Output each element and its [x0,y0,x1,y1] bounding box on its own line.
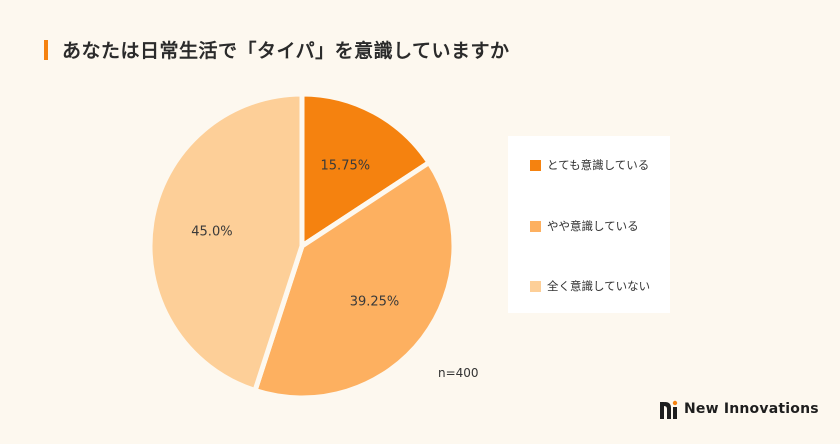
chart-title: あなたは日常生活で「タイパ」を意識していますか [62,40,510,62]
legend-swatch [530,159,541,171]
chart-legend: とても意識している やや意識している 全く意識していない [508,136,670,313]
legend-label: 全く意識していない [547,279,651,293]
pie-slice [299,91,433,251]
brand-logo-icon [660,400,678,419]
sample-size-note: n=400 [438,366,479,380]
brand-name: New Innovations [684,401,819,417]
chart-title-row: あなたは日常生活で「タイパ」を意識していますか [44,36,510,63]
slice-data-label: 39.25% [350,294,400,309]
legend-item: とても意識している [530,157,649,173]
slice-data-label: 15.75% [321,159,371,174]
legend-swatch [530,220,541,232]
legend-label: やや意識している [547,219,639,233]
title-accent-bar [44,39,48,60]
legend-swatch [530,280,541,292]
pie-slice [251,159,457,401]
pie-slice [147,91,305,394]
legend-item: やや意識している [530,218,639,234]
brand-mark: New Innovations [660,399,819,419]
legend-label: とても意識している [547,158,650,172]
slice-data-label: 45.0% [191,225,232,240]
legend-item: 全く意識していない [530,278,650,294]
